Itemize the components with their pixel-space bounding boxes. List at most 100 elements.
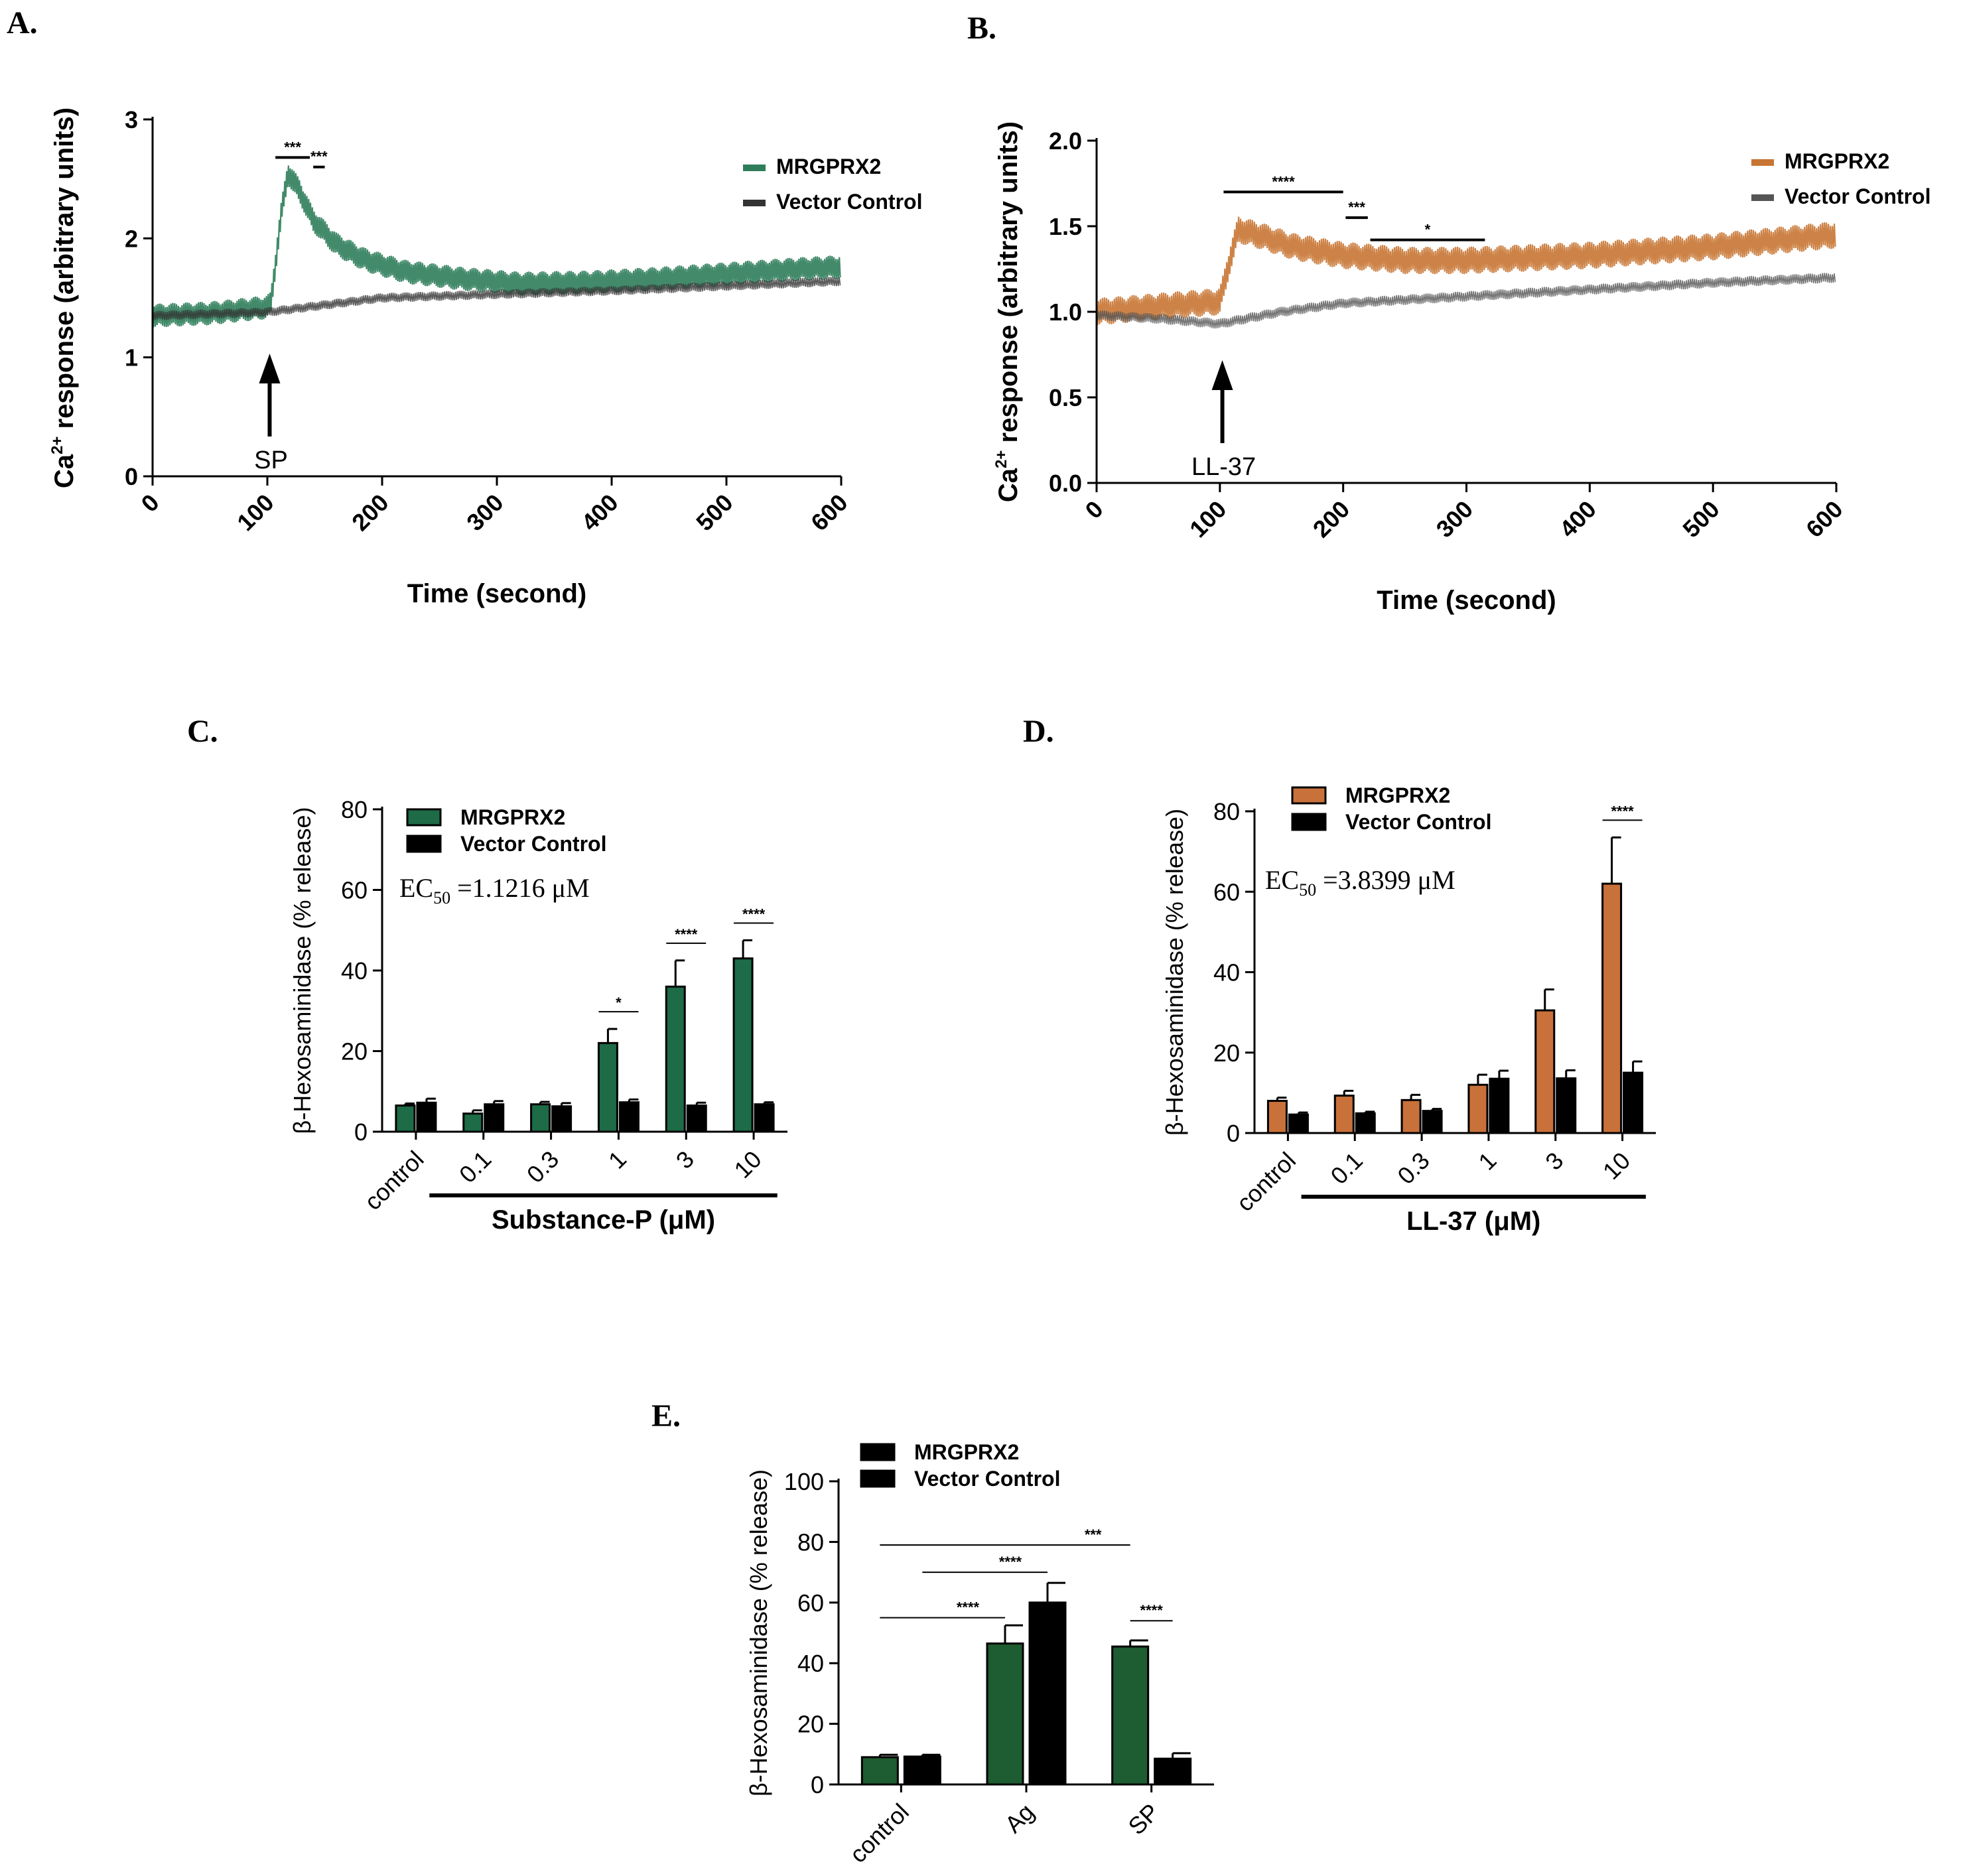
trace-vector-control bbox=[152, 277, 841, 321]
y-tick-label: 80 bbox=[1213, 798, 1240, 825]
y-axis-title-sup: 2+ bbox=[992, 450, 1010, 468]
legend-swatch bbox=[860, 1469, 896, 1488]
bar bbox=[732, 957, 754, 1133]
y-axis-title: β-Hexosaminidase (% release) bbox=[1161, 809, 1188, 1136]
trace-vector-control bbox=[1096, 273, 1836, 329]
trace-mrgprx2 bbox=[1095, 216, 1836, 326]
x-tick-label: 3 bbox=[1540, 1147, 1568, 1175]
y-tick-label: 80 bbox=[341, 796, 368, 823]
x-axis-title: LL-37 (μM) bbox=[1406, 1207, 1540, 1236]
y-tick-label: 1 bbox=[125, 344, 138, 371]
panel-b: B. 0.0 0.5 1.0 1.5 2.0 0 100 200 300 400 500 600 Ca2+… bbox=[967, 11, 1930, 615]
y-axis-title-rest: response (arbitrary units) bbox=[994, 121, 1023, 450]
x-tick-label: 10 bbox=[1597, 1147, 1635, 1185]
x-tick-label: control bbox=[845, 1798, 914, 1868]
y-axis-title: Ca2+ response (arbitrary units) bbox=[48, 107, 79, 488]
x-tick-label: 100 bbox=[1184, 496, 1231, 543]
ec50-prefix: EC bbox=[1265, 865, 1299, 895]
ec50-value: =3.8399 μM bbox=[1316, 865, 1455, 895]
panel-label: E. bbox=[651, 1398, 681, 1434]
legend-label: MRGPRX2 bbox=[1785, 149, 1889, 173]
panel-label: D. bbox=[1023, 714, 1054, 749]
x-tick-label: 600 bbox=[1800, 496, 1848, 543]
y-tick-label: 0 bbox=[1227, 1120, 1240, 1147]
legend-swatch bbox=[1751, 159, 1774, 166]
x-tick-label: Ag bbox=[1000, 1798, 1040, 1838]
bar bbox=[686, 1105, 707, 1133]
bar bbox=[754, 1103, 775, 1133]
bar bbox=[1333, 1095, 1355, 1134]
x-axis-title: Time (second) bbox=[407, 579, 586, 608]
y-tick-label: 2 bbox=[125, 225, 138, 252]
x-tick-label: 200 bbox=[1308, 496, 1355, 543]
significance-label: **** bbox=[1140, 1602, 1164, 1619]
x-tick-label: 1 bbox=[1473, 1147, 1501, 1175]
x-tick-label: 400 bbox=[1554, 496, 1601, 543]
legend-label: MRGPRX2 bbox=[914, 1440, 1019, 1464]
x-tick-label: 0.3 bbox=[1392, 1147, 1434, 1189]
legend-swatch bbox=[860, 1443, 896, 1461]
y-axis-title: Ca2+ response (arbitrary units) bbox=[992, 121, 1023, 502]
bar bbox=[1288, 1113, 1309, 1134]
significance-label: **** bbox=[957, 1599, 980, 1616]
significance-label: **** bbox=[999, 1554, 1022, 1570]
x-tick-label: 0 bbox=[136, 489, 165, 517]
legend-label: MRGPRX2 bbox=[1345, 783, 1450, 807]
ec50-prefix: EC bbox=[399, 873, 433, 903]
x-tick-label: 600 bbox=[805, 489, 852, 536]
legend-swatch bbox=[743, 165, 766, 171]
bar bbox=[1601, 882, 1623, 1134]
panel-e: E. 0 20 40 60 80 100 control Ag SP β-Hexosaminidas… bbox=[651, 1398, 1214, 1868]
x-tick-label: 0.3 bbox=[521, 1146, 564, 1188]
x-tick-label: 500 bbox=[691, 489, 738, 536]
legend-label: MRGPRX2 bbox=[776, 155, 881, 178]
panel-d: D. 0 20 40 60 80 control 0.1 0.3 1 3 10 β-Hexosamini… bbox=[1023, 714, 1656, 1236]
x-tick-label: 300 bbox=[1431, 496, 1478, 543]
legend-swatch bbox=[1751, 194, 1774, 201]
y-tick-label: 1.5 bbox=[1049, 213, 1082, 240]
x-tick-label: 3 bbox=[671, 1146, 699, 1174]
x-tick-label: 500 bbox=[1677, 496, 1724, 543]
y-tick-label: 0 bbox=[125, 463, 138, 490]
bar bbox=[1556, 1077, 1577, 1134]
bar bbox=[1266, 1100, 1288, 1134]
y-tick-label: 0.5 bbox=[1049, 384, 1082, 411]
y-tick-label: 1.0 bbox=[1049, 299, 1082, 326]
x-axis-title: Substance-P (μM) bbox=[492, 1205, 715, 1235]
legend-swatch bbox=[406, 835, 442, 853]
ec50-text: EC50 =3.8399 μM bbox=[1265, 865, 1455, 900]
y-tick-label: 20 bbox=[797, 1711, 824, 1738]
bar bbox=[1422, 1110, 1443, 1134]
x-axis-title: Time (second) bbox=[1377, 586, 1556, 615]
ec50-text: EC50 =1.1216 μM bbox=[399, 873, 590, 907]
y-axis-title: β-Hexosaminidase (% release) bbox=[745, 1469, 772, 1796]
significance-label: *** bbox=[1348, 199, 1365, 216]
legend-swatch bbox=[1291, 813, 1327, 831]
significance-label: *** bbox=[284, 139, 301, 155]
bar bbox=[395, 1105, 416, 1133]
x-tick-label: control bbox=[1231, 1147, 1301, 1217]
bar bbox=[618, 1101, 640, 1133]
y-tick-label: 3 bbox=[125, 106, 138, 133]
significance-label: * bbox=[616, 994, 622, 1011]
ec50-value: =1.1216 μM bbox=[450, 873, 590, 903]
y-tick-label: 0 bbox=[354, 1118, 368, 1146]
x-tick-label: 300 bbox=[461, 489, 508, 536]
bar bbox=[860, 1756, 899, 1786]
bar bbox=[551, 1105, 573, 1133]
legend-label: Vector Control bbox=[1785, 184, 1930, 208]
panel-label: A. bbox=[7, 5, 38, 40]
arrow-label: SP bbox=[254, 446, 288, 474]
y-tick-label: 20 bbox=[1213, 1039, 1240, 1067]
significance-label: **** bbox=[742, 905, 766, 922]
y-axis-title-main: Ca bbox=[50, 454, 79, 488]
panel-label: C. bbox=[187, 714, 218, 749]
x-tick-label: 0.1 bbox=[454, 1146, 496, 1188]
y-axis-title: β-Hexosaminidase (% release) bbox=[289, 807, 316, 1134]
legend-label: Vector Control bbox=[776, 190, 922, 214]
bar bbox=[665, 985, 686, 1133]
arrow-head-icon bbox=[1211, 360, 1233, 390]
legend-swatch bbox=[406, 808, 442, 827]
ec50-sub: 50 bbox=[1299, 880, 1316, 900]
x-tick-label: 1 bbox=[603, 1146, 632, 1174]
